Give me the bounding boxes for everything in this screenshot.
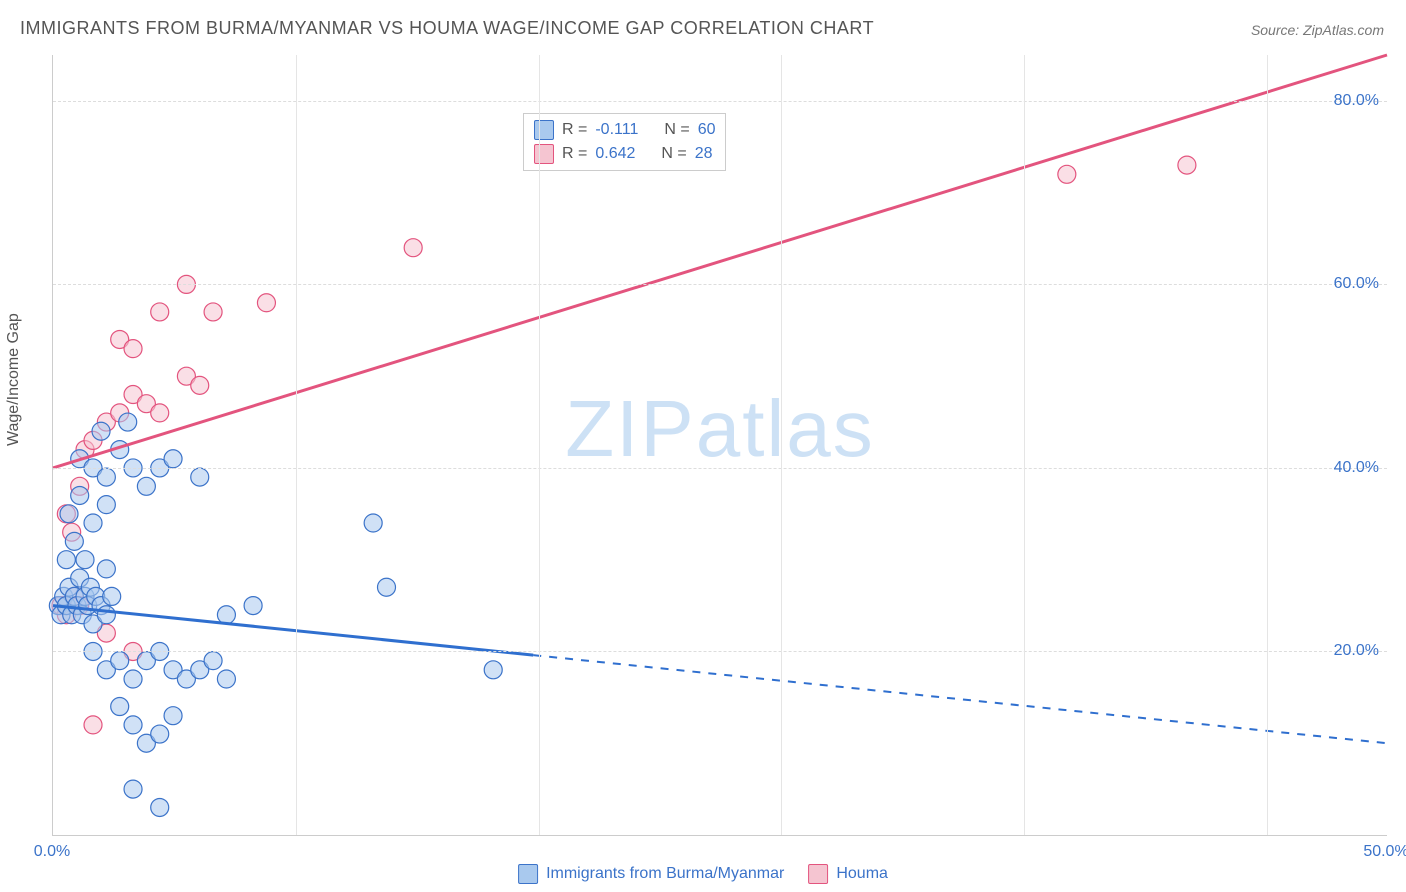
chart-title: IMMIGRANTS FROM BURMA/MYANMAR VS HOUMA W…: [20, 18, 874, 39]
plot-area: ZIPatlas R = -0.111 N = 60 R = 0.642 N =…: [52, 55, 1387, 836]
swatch-burma: [518, 864, 538, 884]
r-value-houma: 0.642: [595, 142, 635, 166]
x-tick-label: 0.0%: [34, 843, 70, 861]
y-tick-label: 60.0%: [1334, 275, 1379, 293]
x-tick-label: 50.0%: [1363, 843, 1406, 861]
legend-item-burma: Immigrants from Burma/Myanmar: [518, 864, 784, 884]
swatch-burma: [534, 120, 554, 140]
swatch-houma: [808, 864, 828, 884]
r-label: R =: [562, 142, 587, 166]
legend-correlation: R = -0.111 N = 60 R = 0.642 N = 28: [523, 113, 726, 171]
y-tick-label: 80.0%: [1334, 92, 1379, 110]
legend-row-burma: R = -0.111 N = 60: [534, 118, 715, 142]
legend-item-houma: Houma: [808, 864, 888, 884]
chart-svg: [53, 55, 1387, 835]
r-value-burma: -0.111: [595, 118, 638, 142]
legend-series: Immigrants from Burma/Myanmar Houma: [518, 864, 888, 884]
n-value-burma: 60: [698, 118, 716, 142]
y-axis-label: Wage/Income Gap: [5, 313, 23, 446]
n-value-houma: 28: [695, 142, 713, 166]
swatch-houma: [534, 144, 554, 164]
n-label: N =: [661, 142, 686, 166]
legend-row-houma: R = 0.642 N = 28: [534, 142, 715, 166]
y-tick-label: 20.0%: [1334, 642, 1379, 660]
source-attribution: Source: ZipAtlas.com: [1251, 22, 1384, 38]
n-label: N =: [664, 118, 689, 142]
y-tick-label: 40.0%: [1334, 459, 1379, 477]
r-label: R =: [562, 118, 587, 142]
legend-label-burma: Immigrants from Burma/Myanmar: [546, 865, 784, 883]
legend-label-houma: Houma: [836, 865, 888, 883]
